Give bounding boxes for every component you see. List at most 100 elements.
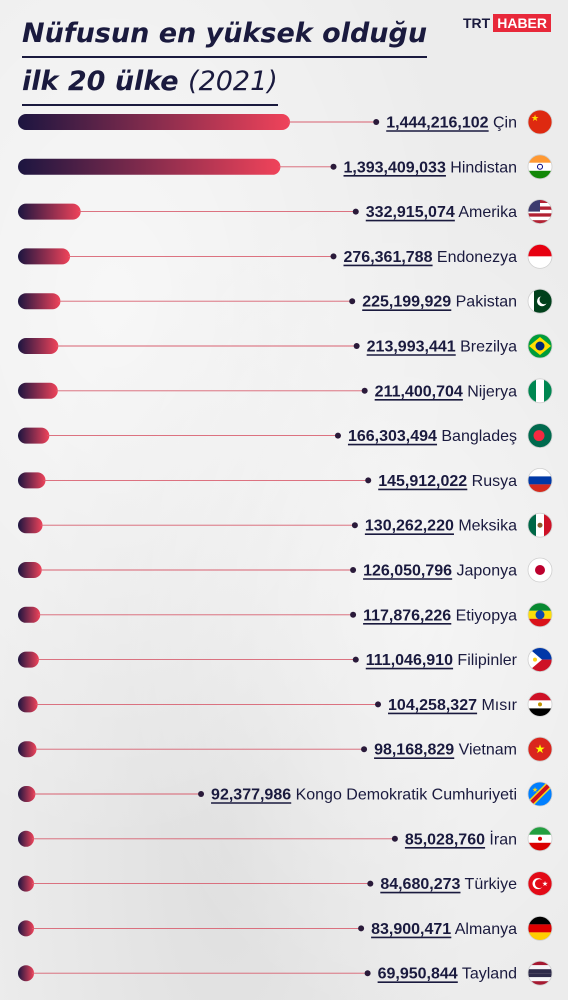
leader-dot xyxy=(358,925,365,932)
category-label: Nijerya xyxy=(463,383,517,400)
chart-row: 1,444,216,102 Çin ★ xyxy=(18,109,553,135)
chart-row: 69,950,844 Tayland xyxy=(18,960,553,986)
bar xyxy=(18,158,281,175)
row-label: 84,680,273 Türkiye xyxy=(380,876,517,893)
chart-row: 126,050,796 Japonya xyxy=(18,557,553,583)
value-label: 166,303,494 xyxy=(348,428,437,445)
bangladesh-flag-icon xyxy=(528,423,552,448)
germany-flag-icon xyxy=(528,916,552,941)
bar xyxy=(18,786,36,802)
trt-haber-logo: TRT HABER xyxy=(460,14,551,32)
value-label: 85,028,760 xyxy=(405,831,485,848)
row-label: 166,303,494 Bangladeş xyxy=(348,428,517,445)
bar xyxy=(18,427,50,444)
row-label: 83,900,471 Almanya xyxy=(371,921,517,938)
leader-dot xyxy=(350,567,357,573)
leader-dot xyxy=(361,746,368,753)
japan-flag-icon xyxy=(528,558,552,582)
leader-dot xyxy=(373,119,380,125)
category-label: Amerika xyxy=(455,204,517,221)
category-label: Brezilya xyxy=(456,339,517,356)
chart-row: 84,680,273 Türkiye ★ xyxy=(18,871,553,896)
category-label: Mısır xyxy=(477,697,518,714)
russia-flag-icon xyxy=(528,468,552,493)
value-label: 211,400,704 xyxy=(375,383,463,400)
row-label: 130,262,220 Meksika xyxy=(365,518,517,535)
category-label: Kongo Demokratik Cumhuriyeti xyxy=(291,787,517,804)
leader-dot xyxy=(352,656,359,663)
chart-row: 104,258,327 Mısır xyxy=(18,692,553,717)
value-label: 276,361,788 xyxy=(344,249,433,266)
chart-row: 225,199,929 Pakistan xyxy=(18,288,553,314)
value-label: 130,262,220 xyxy=(365,518,454,535)
chart-row: 1,393,409,033 Hindistan xyxy=(18,154,553,180)
chart-row: 83,900,471 Almanya xyxy=(18,916,553,941)
row-label: 1,444,216,102 Çin xyxy=(386,115,517,132)
leader-dot xyxy=(364,970,371,977)
category-label: Pakistan xyxy=(451,294,517,311)
category-label: Bangladeş xyxy=(437,428,517,445)
chart-row: 130,262,220 Meksika xyxy=(18,512,553,538)
leader-dot xyxy=(330,253,337,260)
category-label: Etiyopya xyxy=(451,607,517,624)
leader-dot xyxy=(365,477,372,484)
row-label: 126,050,796 Japonya xyxy=(363,563,517,580)
row-label: 211,400,704 Nijerya xyxy=(375,383,517,400)
usa-flag-icon xyxy=(528,199,552,224)
chart-title-year: (2021) xyxy=(188,66,278,97)
category-label: Almanya xyxy=(451,921,517,938)
bar xyxy=(18,606,41,623)
chart-row: 85,028,760 İran xyxy=(18,826,553,852)
value-label: 126,050,796 xyxy=(363,563,452,580)
chart-row: 111,046,910 Filipinler xyxy=(18,647,553,672)
value-label: 332,915,074 xyxy=(366,204,455,221)
value-label: 1,444,216,102 xyxy=(386,115,488,132)
chart-row: 276,361,788 Endonezya xyxy=(18,243,553,269)
chart-row: 166,303,494 Bangladeş xyxy=(18,423,553,449)
row-label: 111,046,910 Filipinler xyxy=(366,652,518,669)
brazil-flag-icon xyxy=(528,334,552,358)
bar xyxy=(18,965,34,982)
leader-dot xyxy=(375,701,382,708)
svg-text:★: ★ xyxy=(535,742,546,756)
row-label: 276,361,788 Endonezya xyxy=(344,249,518,266)
chart-row: 211,400,704 Nijerya xyxy=(18,378,553,404)
congo-dr-flag-icon: ★ xyxy=(528,782,552,806)
value-label: 69,950,844 xyxy=(378,966,458,983)
bar xyxy=(18,651,39,668)
chart-row: 145,912,022 Rusya xyxy=(18,467,553,493)
egypt-flag-icon xyxy=(528,692,552,717)
bar xyxy=(18,696,38,713)
leader-dot xyxy=(391,835,398,842)
chart-row: 332,915,074 Amerika xyxy=(18,199,553,225)
value-label: 213,993,441 xyxy=(367,339,456,356)
category-label: Türkiye xyxy=(460,876,517,893)
category-label: İran xyxy=(485,829,517,848)
category-label: Endonezya xyxy=(432,249,517,266)
svg-text:★: ★ xyxy=(531,113,539,123)
category-label: Filipinler xyxy=(453,652,518,669)
philippines-flag-icon xyxy=(528,647,552,672)
leader-dot xyxy=(330,163,337,170)
bar xyxy=(18,382,58,399)
row-label: 92,377,986 Kongo Demokratik Cumhuriyeti xyxy=(211,787,517,804)
value-label: 98,168,829 xyxy=(374,742,454,759)
bar xyxy=(18,248,71,265)
leader-dot xyxy=(353,343,360,349)
category-label: Japonya xyxy=(452,563,517,580)
bar xyxy=(18,114,290,130)
iran-flag-icon xyxy=(528,826,552,851)
leader-dot xyxy=(352,208,359,215)
category-label: Çin xyxy=(489,115,517,132)
chart-row: 117,876,226 Etiyopya xyxy=(18,602,553,628)
value-label: 225,199,929 xyxy=(362,294,451,311)
bar xyxy=(18,741,37,758)
value-label: 83,900,471 xyxy=(371,921,451,938)
value-label: 145,912,022 xyxy=(378,473,467,490)
row-label: 117,876,226 Etiyopya xyxy=(363,607,517,624)
chart-row: 213,993,441 Brezilya xyxy=(18,333,553,359)
turkey-flag-icon: ★ xyxy=(528,871,552,896)
india-flag-icon xyxy=(528,154,552,179)
row-label: 145,912,022 Rusya xyxy=(378,473,517,490)
